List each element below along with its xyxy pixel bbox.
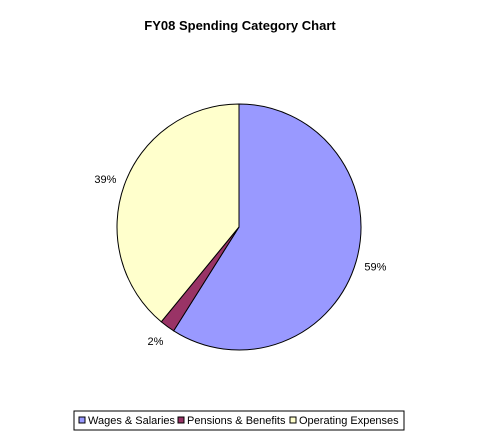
pie-label-0: 59%: [364, 261, 386, 273]
legend: Wages & Salaries Pensions & Benefits Opera…: [73, 410, 405, 431]
legend-swatch-0: [78, 416, 86, 424]
legend-label-1: Pensions & Benefits: [187, 415, 286, 427]
pie-slice-0: [172, 103, 362, 351]
pie-label-1: 2%: [148, 336, 164, 348]
pie-slices: [116, 103, 362, 351]
chart-title: FY08 Spending Category Chart: [144, 18, 336, 33]
pie-slice-2: [116, 103, 240, 323]
legend-label-2: Operating Expenses: [299, 415, 399, 427]
pie-label-2: 39%: [94, 174, 116, 186]
legend-box: [73, 410, 405, 431]
legend-label-0: Wages & Salaries: [88, 415, 176, 427]
pie-labels: 59% 2% 39%: [94, 174, 386, 348]
legend-swatch-1: [177, 416, 185, 424]
legend-swatch-2: [289, 416, 297, 424]
